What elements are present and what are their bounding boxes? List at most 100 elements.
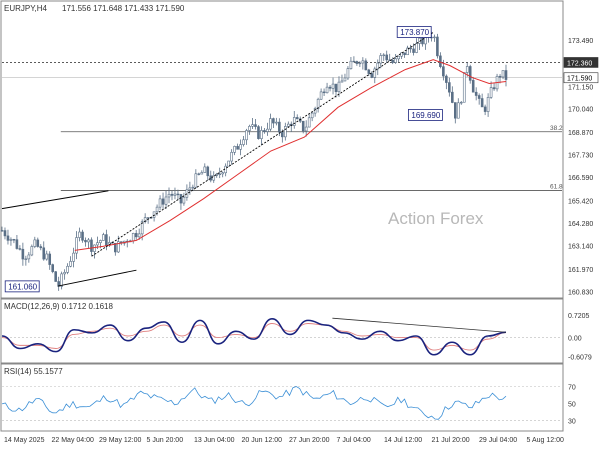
price-annotation-box (396, 26, 432, 38)
candle-body (84, 239, 87, 243)
candle-body (278, 121, 281, 133)
candle-body (27, 254, 31, 260)
candle-body (409, 47, 412, 50)
candle-body (105, 234, 108, 246)
candle-body (319, 91, 323, 100)
fib-level-label: 38.2 (550, 125, 563, 132)
candle-body (340, 80, 344, 83)
candle-body (176, 193, 180, 196)
trendline (57, 269, 137, 287)
candle-body (281, 131, 284, 138)
candle-body (75, 237, 78, 254)
candle-body (188, 187, 192, 191)
candle-body (313, 108, 317, 114)
candle-body (206, 166, 210, 177)
candle-body (96, 242, 99, 246)
price-tag-box (563, 72, 599, 84)
time-tick-label: 29 May 12:00 (99, 437, 142, 444)
candle-body (42, 247, 46, 260)
candle-body (48, 253, 52, 265)
candle-body (24, 258, 28, 260)
candle-body (164, 196, 168, 205)
time-tick-label: 7 Jul 04:00 (337, 437, 371, 444)
time-tick-label: 27 Jun 20:00 (289, 437, 330, 444)
price-tick-label: 160.830 (568, 289, 593, 296)
macd-tick-label: 0.00 (568, 336, 582, 343)
price-annotation-box (407, 109, 443, 121)
candle-body (266, 128, 269, 132)
candle-body (400, 52, 403, 57)
candle-body (367, 69, 371, 74)
time-tick-label: 14 Jul 12:00 (384, 437, 422, 444)
candle-body (361, 60, 365, 64)
candle-body (343, 77, 347, 82)
candle-body (93, 244, 96, 252)
candle-body (286, 123, 290, 127)
price-annotation-label: 173.870 (400, 28, 429, 37)
price-tick-label: 163.140 (568, 244, 593, 251)
candle-body (257, 126, 260, 139)
candle-body (0, 230, 4, 232)
candle-body (21, 248, 25, 260)
candle-body (248, 125, 251, 131)
candle-body (415, 43, 418, 53)
price-tick-label: 166.590 (568, 175, 593, 182)
candle-body (334, 83, 338, 92)
rsi-title: RSI(14) 55.1577 (4, 367, 63, 376)
candle-body (66, 265, 69, 273)
candle-body (358, 62, 362, 65)
candle-body (442, 66, 445, 77)
main-price-panel: 38.2 61.8 173.870 169.690 161.060 (0, 26, 563, 293)
candle-body (364, 60, 368, 71)
candle-body (245, 130, 248, 141)
candle-body (474, 91, 478, 96)
candle-body (227, 160, 230, 167)
axis-labels: 173.490 172.360 171.590171.150 170.040 168.8… (4, 38, 599, 444)
candle-body (230, 152, 233, 162)
candle-body (134, 233, 138, 238)
candle-body (12, 239, 16, 241)
candle-body (328, 86, 332, 89)
candle-body (403, 52, 406, 56)
candle-body (36, 239, 40, 247)
candle-body (224, 165, 227, 174)
price-tick-label: 168.870 (568, 130, 593, 137)
candle-body (421, 37, 424, 45)
main-panel-frame (0, 0, 564, 299)
macd-tick-label: 0.7205 (568, 313, 590, 320)
candle-body (137, 233, 141, 238)
candle-body (316, 98, 320, 109)
candle-body (454, 102, 457, 119)
candle-body (492, 87, 496, 90)
candle-body (3, 230, 7, 237)
candle-body (477, 95, 481, 99)
macd-signal-line (1, 323, 507, 351)
candle-body (30, 246, 34, 256)
candle-body (263, 130, 266, 132)
price-tag-label: 172.360 (567, 60, 592, 67)
candle-body (433, 36, 436, 39)
time-tick-label: 13 Jun 04:00 (194, 437, 235, 444)
macd-tick-label: -0.6079 (568, 355, 592, 362)
time-tick-label: 22 May 04:00 (52, 437, 95, 444)
candle-body (448, 82, 451, 93)
price-tick-label: 164.280 (568, 221, 593, 228)
chart-symbol: EURJPY,H4 (4, 4, 48, 13)
rsi-tick-label: 30 (568, 418, 576, 425)
candle-body (451, 91, 454, 103)
candle-body (102, 234, 105, 241)
rsi-tick-label: 70 (568, 384, 576, 391)
candle-body (379, 55, 383, 64)
candle-body (292, 117, 296, 126)
candle-body (471, 80, 475, 93)
price-tick-label: 173.490 (568, 38, 593, 45)
candle-body (45, 253, 49, 260)
candle-body (179, 194, 183, 204)
candle-body (39, 246, 43, 249)
candle-body (459, 101, 463, 104)
rsi-tick-label: 50 (568, 401, 576, 408)
candle-body (212, 175, 216, 181)
candle-body (489, 87, 493, 98)
candle-body (373, 68, 377, 78)
